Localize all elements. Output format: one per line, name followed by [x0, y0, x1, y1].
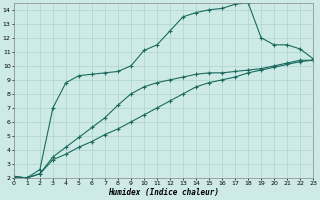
- X-axis label: Humidex (Indice chaleur): Humidex (Indice chaleur): [108, 188, 219, 197]
